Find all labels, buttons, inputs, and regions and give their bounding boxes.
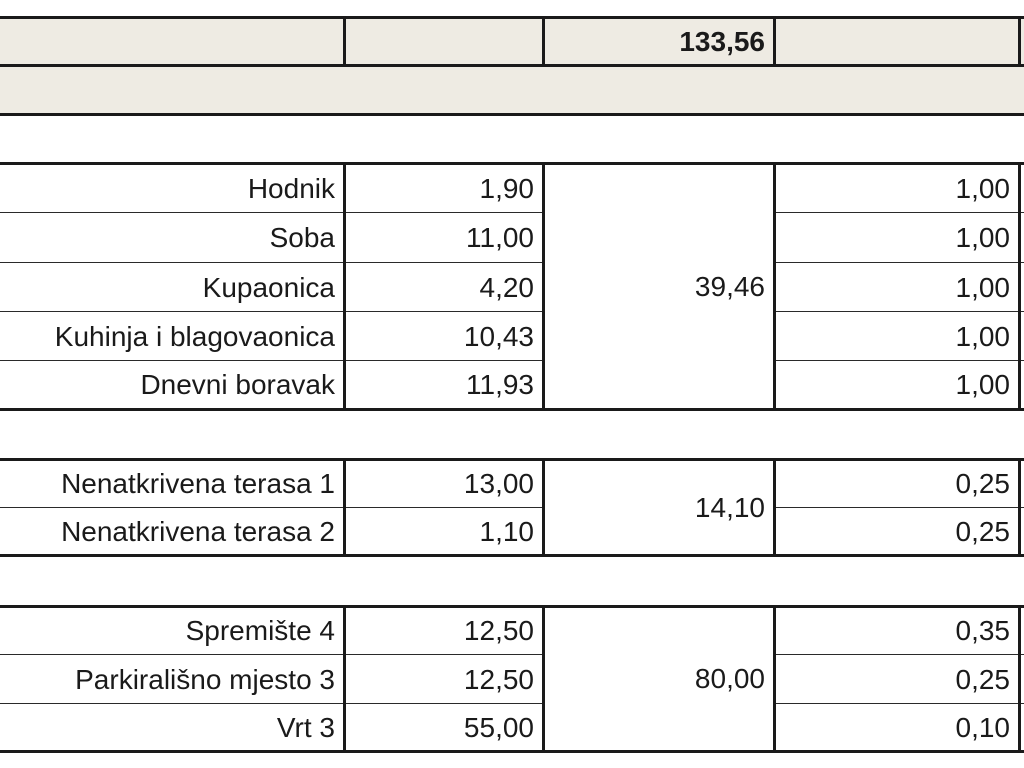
room-name: Hodnik	[0, 165, 343, 212]
room-area: 1,10	[346, 509, 542, 554]
group-subtotal: 14,10	[545, 461, 773, 554]
room-area: 13,00	[346, 461, 542, 507]
room-name: Parkirališno mjesto 3	[0, 656, 343, 703]
room-area: 12,50	[346, 656, 542, 703]
summary-row	[0, 18, 1024, 66]
section-band	[0, 66, 1024, 114]
room-name: Soba	[0, 214, 343, 262]
room-coefficient: 1,00	[776, 165, 1018, 212]
room-name: Spremište 4	[0, 608, 343, 654]
room-area: 10,43	[346, 313, 542, 360]
room-name: Nenatkrivena terasa 2	[0, 509, 343, 554]
group-subtotal: 80,00	[545, 608, 773, 750]
room-name: Kupaonica	[0, 264, 343, 311]
room-area: 11,00	[346, 214, 542, 262]
room-area: 12,50	[346, 608, 542, 654]
room-coefficient: 1,00	[776, 264, 1018, 311]
room-coefficient: 0,10	[776, 705, 1018, 750]
room-area: 1,90	[346, 165, 542, 212]
room-coefficient: 0,25	[776, 509, 1018, 554]
room-area: 11,93	[346, 362, 542, 408]
room-coefficient: 1,00	[776, 362, 1018, 408]
room-area: 55,00	[346, 705, 542, 750]
total-area: 133,56	[545, 19, 773, 65]
room-name: Vrt 3	[0, 705, 343, 750]
room-coefficient: 1,00	[776, 313, 1018, 360]
room-coefficient: 1,00	[776, 214, 1018, 262]
room-name: Nenatkrivena terasa 1	[0, 461, 343, 507]
group-subtotal: 39,46	[545, 165, 773, 408]
room-name: Dnevni boravak	[0, 362, 343, 408]
room-coefficient: 0,35	[776, 608, 1018, 654]
room-coefficient: 0,25	[776, 461, 1018, 507]
room-area: 4,20	[346, 264, 542, 311]
room-name: Kuhinja i blagovaonica	[0, 313, 343, 360]
room-coefficient: 0,25	[776, 656, 1018, 703]
